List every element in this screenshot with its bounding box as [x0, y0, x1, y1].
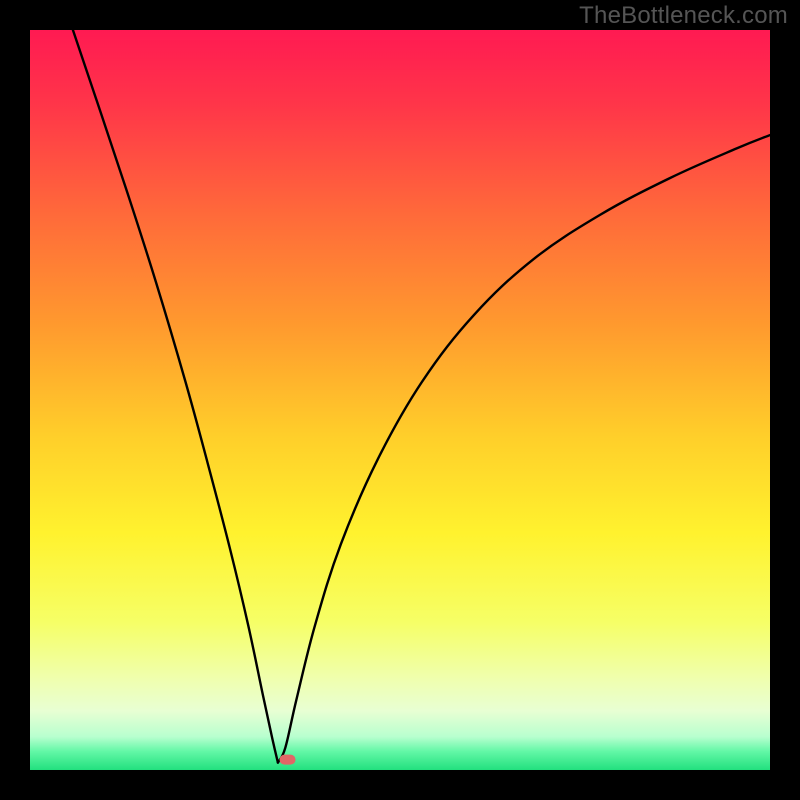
gradient-background [30, 30, 770, 770]
watermark-text: TheBottleneck.com [579, 2, 788, 30]
plot-svg [30, 30, 770, 770]
minimum-marker [280, 755, 296, 765]
chart-frame: TheBottleneck.com [0, 0, 800, 800]
plot-area [30, 30, 770, 770]
